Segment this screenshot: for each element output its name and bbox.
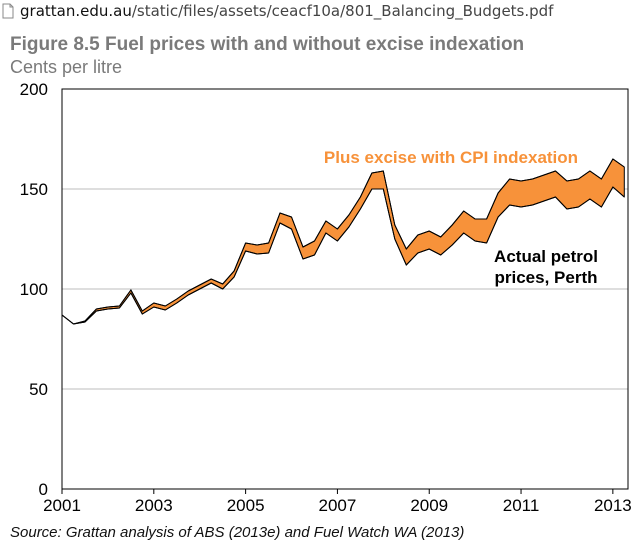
label-layer: Plus excise with CPI indexation Actual pe… [324, 148, 598, 287]
axis-layer: 0 50 100 150 200 2001 2003 2005 2007 2009 2011 2013 [20, 80, 632, 515]
x-tick-label-2005: 2005 [227, 496, 265, 515]
y-tick-label-100: 100 [20, 280, 48, 299]
url-text[interactable]: grattan.edu.au/static/files/assets/ceacf… [20, 2, 553, 20]
figure-title: Figure 8.5 Fuel prices with and without … [10, 34, 525, 55]
figure-source: Source: Grattan analysis of ABS (2013e) … [10, 524, 465, 541]
indexed-price-line [61, 158, 625, 325]
figure-subtitle: Cents per litre [10, 57, 123, 77]
actual-price-line [61, 186, 625, 325]
x-tick-label-2007: 2007 [319, 496, 357, 515]
x-tick-label-2001: 2001 [43, 496, 81, 515]
x-tick-label-2013: 2013 [594, 496, 632, 515]
browser-url-bar[interactable]: grattan.edu.au/static/files/assets/ceacf… [0, 0, 642, 28]
url-path: /static/files/assets/ceacf10a/801_Balanc… [131, 2, 554, 20]
plot-frame [61, 88, 629, 490]
x-tick-label-2003: 2003 [135, 496, 173, 515]
annotation-actual: Actual petrol prices, Perth [494, 247, 598, 287]
data-layer [61, 158, 625, 325]
y-tick-label-150: 150 [20, 180, 48, 199]
excise-indexation-band [61, 158, 625, 325]
y-tick-label-50: 50 [29, 380, 48, 399]
x-tick-label-2009: 2009 [410, 496, 448, 515]
x-tick-label-2011: 2011 [503, 496, 540, 515]
annotation-indexed: Plus excise with CPI indexation [324, 148, 578, 167]
document-icon [2, 3, 14, 19]
y-tick-label-0: 0 [39, 480, 48, 499]
y-tick-label-200: 200 [20, 80, 48, 99]
url-domain: grattan.edu.au [20, 2, 132, 20]
